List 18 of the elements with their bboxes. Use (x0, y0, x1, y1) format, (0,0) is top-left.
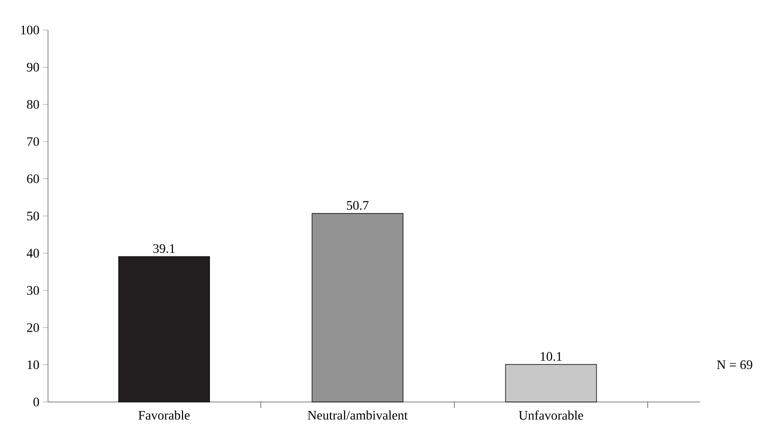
y-tick-label: 80 (26, 100, 39, 109)
y-tick-label: 40 (26, 248, 39, 258)
data-label: 39.1 (153, 244, 175, 254)
data-label: 10.1 (540, 352, 562, 361)
data-label: 50.7 (346, 201, 369, 210)
y-tick-label: 10 (28, 360, 39, 370)
y-tick-label: 20 (27, 323, 39, 332)
x-tick-label: Unfavorable (518, 410, 584, 420)
y-tick-label: 50 (27, 212, 39, 220)
y-tick-label: 70 (27, 137, 39, 146)
y-tick-label: 100 (21, 26, 39, 34)
y-tick-label: 0 (33, 398, 39, 406)
x-tick-label: Favorable (138, 410, 190, 420)
y-tick-label: 60 (27, 174, 39, 184)
y-tick-label: 90 (26, 62, 39, 72)
text: N = 69 (716, 360, 752, 370)
y-tick-label: 30 (27, 286, 39, 295)
x-tick-label: Neutral/ambivalent (308, 410, 408, 420)
